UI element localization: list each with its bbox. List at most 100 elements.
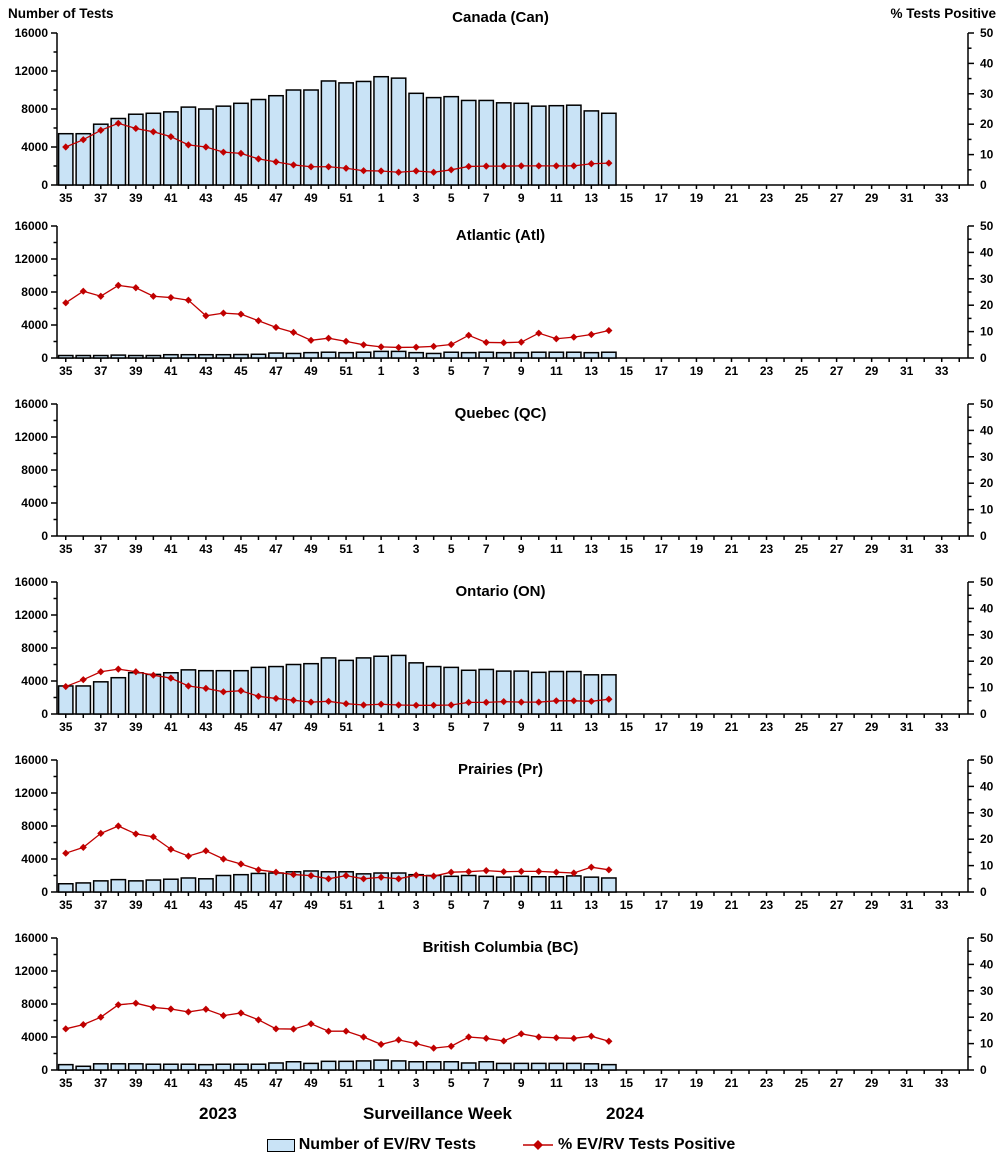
axis-label: 47 bbox=[269, 364, 283, 378]
bar-week-38 bbox=[110, 354, 127, 359]
axis-label: 21 bbox=[725, 364, 739, 378]
panel-title-quebec-qc: Quebec (QC) bbox=[455, 405, 547, 422]
point-week-2 bbox=[395, 168, 403, 176]
axis-label: 23 bbox=[760, 898, 774, 912]
axis-label: 11 bbox=[550, 191, 563, 205]
point-week-47 bbox=[272, 158, 280, 166]
axis-label: 4000 bbox=[21, 318, 48, 332]
point-week-40 bbox=[149, 128, 157, 136]
point-week-5 bbox=[447, 868, 455, 876]
axis-label: 49 bbox=[304, 191, 318, 205]
axis-label: 17 bbox=[655, 898, 669, 912]
legend-item-positive: % EV/RV Tests Positive bbox=[522, 1136, 735, 1154]
bar-week-12 bbox=[565, 670, 582, 715]
point-week-8 bbox=[500, 868, 508, 876]
axis-label: 23 bbox=[760, 191, 774, 205]
point-week-51 bbox=[342, 1027, 350, 1035]
bar-week-42 bbox=[180, 1063, 197, 1071]
point-week-11 bbox=[552, 162, 560, 170]
bar-week-44 bbox=[215, 105, 232, 186]
axis-label: 12000 bbox=[15, 786, 49, 800]
point-week-13 bbox=[587, 863, 595, 871]
axis-label: 25 bbox=[795, 191, 809, 205]
bar-week-1 bbox=[373, 655, 390, 715]
point-week-49 bbox=[307, 1020, 315, 1028]
axis-label: 5 bbox=[448, 542, 455, 556]
axis-label: 1 bbox=[378, 542, 385, 556]
axis-label: 15 bbox=[620, 191, 634, 205]
point-week-36 bbox=[79, 1020, 87, 1029]
point-week-47 bbox=[272, 323, 280, 331]
axis-label: 8000 bbox=[21, 641, 48, 655]
bar-week-8 bbox=[495, 102, 512, 186]
axis-label: 30 bbox=[980, 272, 994, 286]
point-week-41 bbox=[167, 1005, 175, 1013]
bar-week-36 bbox=[75, 882, 92, 893]
axis-label: 8000 bbox=[21, 997, 48, 1011]
axis-label: 0 bbox=[980, 885, 987, 899]
axis-label: 17 bbox=[655, 1076, 669, 1090]
axis-label: 45 bbox=[234, 542, 248, 556]
bar-week-43 bbox=[198, 878, 214, 893]
axis-label: 11 bbox=[550, 364, 563, 378]
point-week-39 bbox=[132, 284, 140, 292]
panel-atlantic-atl-chart: Atlantic (Atl) 0 4000 8000 12000 16000 0 10 20 30… bbox=[15, 219, 994, 378]
bar-week-42 bbox=[180, 877, 197, 893]
point-week-44 bbox=[219, 309, 228, 317]
axis-label: 1 bbox=[378, 720, 385, 734]
axis-label: 47 bbox=[269, 542, 283, 556]
axis-label: 15 bbox=[620, 1076, 634, 1090]
axis-label: 35 bbox=[59, 191, 73, 205]
bar-week-38 bbox=[110, 1063, 127, 1071]
bar-week-49 bbox=[303, 1062, 319, 1071]
axis-label: 35 bbox=[59, 898, 73, 912]
axis-label: 30 bbox=[980, 450, 994, 464]
bar-week-3 bbox=[408, 1061, 425, 1071]
axis-label: 15 bbox=[620, 898, 634, 912]
axis-label: 19 bbox=[690, 191, 704, 205]
point-week-6 bbox=[465, 162, 473, 171]
axis-label: 45 bbox=[234, 1076, 248, 1090]
bar-week-9 bbox=[513, 102, 530, 186]
axis-label: 45 bbox=[234, 720, 248, 734]
axis-label: 5 bbox=[448, 720, 455, 734]
point-week-2 bbox=[395, 1036, 403, 1044]
legend-line-label: % EV/RV Tests Positive bbox=[557, 1136, 736, 1153]
point-week-5 bbox=[447, 1042, 455, 1050]
axis-label: 23 bbox=[760, 1076, 774, 1090]
axis-label: 25 bbox=[795, 1076, 809, 1090]
axis-label: 23 bbox=[760, 542, 774, 556]
bar-week-45 bbox=[233, 102, 249, 186]
bar-week-45 bbox=[233, 873, 249, 893]
point-week-50 bbox=[324, 163, 333, 171]
axis-label: 20 bbox=[980, 832, 994, 846]
panel-title-canada-can: Canada (Can) bbox=[452, 9, 549, 26]
axis-label: 13 bbox=[585, 542, 599, 556]
axis-label: 10 bbox=[980, 148, 994, 162]
axis-label: 11 bbox=[550, 1076, 563, 1090]
axis-label: 40 bbox=[980, 245, 994, 259]
bar-week-41 bbox=[162, 672, 179, 715]
axis-label: 37 bbox=[94, 542, 108, 556]
bar-week-5 bbox=[443, 95, 460, 186]
bar-week-46 bbox=[250, 98, 267, 186]
bar-week-8 bbox=[495, 351, 512, 359]
bar-week-9 bbox=[513, 351, 530, 359]
axis-label: 4000 bbox=[21, 852, 48, 866]
point-week-42 bbox=[184, 852, 192, 860]
point-week-46 bbox=[254, 155, 263, 163]
axis-label: 10 bbox=[980, 325, 994, 339]
point-week-49 bbox=[307, 336, 315, 344]
bar-week-48 bbox=[285, 352, 302, 359]
axis-label: 13 bbox=[585, 364, 599, 378]
bar-week-7 bbox=[478, 1061, 495, 1071]
bar-week-3 bbox=[408, 92, 425, 186]
bar-week-52 bbox=[355, 1060, 372, 1071]
bar-week-5 bbox=[443, 666, 460, 715]
axis-label: 20 bbox=[980, 298, 994, 312]
axis-label: 39 bbox=[129, 898, 143, 912]
axis-label: 0 bbox=[41, 1063, 48, 1077]
axis-label: 13 bbox=[585, 191, 599, 205]
panel-canada-can-chart: Canada (Can) 0 4000 8000 12000 16000 0 10 20 30 40… bbox=[15, 9, 994, 205]
point-week-40 bbox=[149, 292, 157, 300]
